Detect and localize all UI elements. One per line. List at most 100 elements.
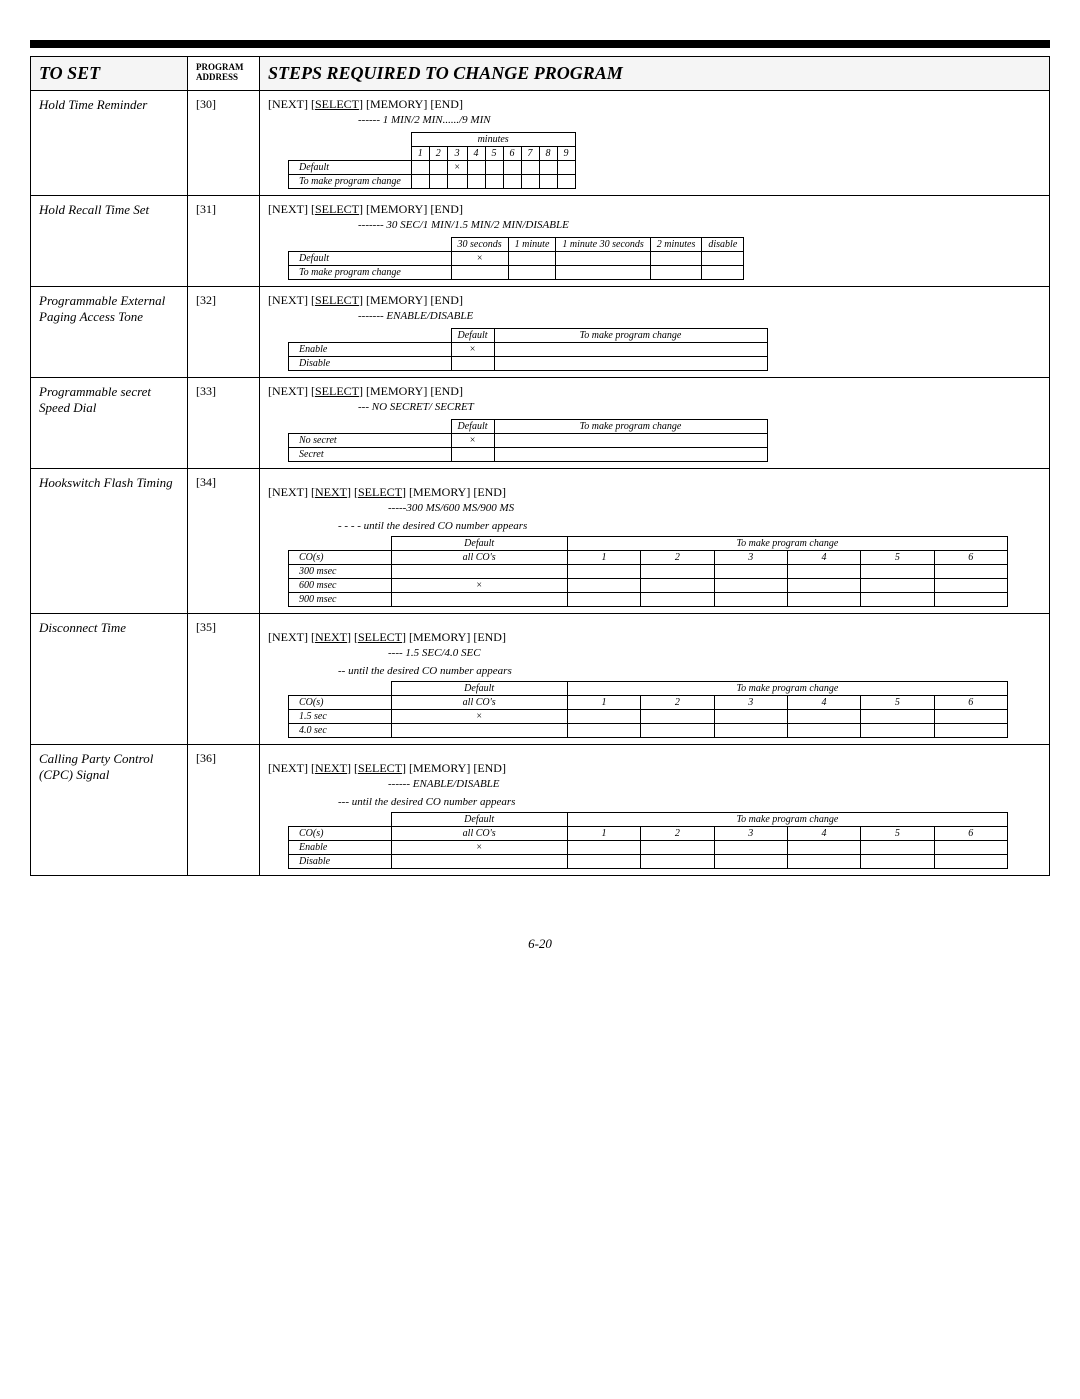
feature-36: Calling Party Control (CPC) Signal — [31, 745, 188, 876]
opts-30: ------ 1 MIN/2 MIN....../9 MIN — [358, 114, 1041, 126]
minutes-label: minutes — [411, 133, 575, 147]
r2-35: 4.0 sec — [289, 724, 392, 738]
n2-36: 2 — [641, 827, 714, 841]
chg-32: To make program change — [494, 329, 767, 343]
def-34: Default — [391, 537, 567, 551]
allco-35: all CO's — [391, 696, 567, 710]
n3-36: 3 — [714, 827, 787, 841]
n5-35: 5 — [861, 696, 934, 710]
n5-34: 5 — [861, 551, 934, 565]
inner-31: 30 seconds 1 minute 1 minute 30 seconds … — [288, 237, 744, 280]
opts-31: ------- 30 SEC/1 MIN/1.5 MIN/2 MIN/DISAB… — [358, 219, 1041, 231]
x-30: × — [447, 161, 467, 175]
keys-35: [NEXT] [NEXT] [SELECT] [MEMORY] [END] — [268, 630, 1041, 645]
def-35: Default — [391, 682, 567, 696]
inner-30: minutes 1 2 3 4 5 6 7 8 9 Default × To m… — [288, 132, 576, 189]
feature-31: Hold Recall Time Set — [31, 196, 188, 287]
inner-36: Default To make program change CO(s) all… — [288, 812, 1008, 869]
allco-34: all CO's — [391, 551, 567, 565]
feature-30: Hold Time Reminder — [31, 91, 188, 196]
change-31: To make program change — [289, 266, 452, 280]
r2-36: Disable — [289, 855, 392, 869]
def-32: Default — [451, 329, 494, 343]
r1-36: Enable — [289, 841, 392, 855]
addr-31: [31] — [188, 196, 260, 287]
keys-32: [NEXT] [SELECT] [MEMORY] [END] — [268, 293, 1041, 308]
addr-34: [34] — [188, 469, 260, 614]
secret-33: Secret — [289, 448, 452, 462]
n1-34: 1 — [567, 551, 640, 565]
row-33: Programmable secret Speed Dial [33] [NEX… — [31, 378, 1050, 469]
feature-32: Programmable External Paging Access Tone — [31, 287, 188, 378]
feature-34: Hookswitch Flash Timing — [31, 469, 188, 614]
inner-35: Default To make program change CO(s) all… — [288, 681, 1008, 738]
c5: 5 — [485, 147, 503, 161]
feature-33: Programmable secret Speed Dial — [31, 378, 188, 469]
feature-35: Disconnect Time — [31, 614, 188, 745]
disable-32: Disable — [289, 357, 452, 371]
x-34: × — [391, 579, 567, 593]
c3-31: 1 minute 30 seconds — [556, 238, 650, 252]
def-36: Default — [391, 813, 567, 827]
default-30: Default — [289, 161, 412, 175]
chg-36: To make program change — [567, 813, 1007, 827]
enable-32: Enable — [289, 343, 452, 357]
c9: 9 — [557, 147, 575, 161]
opts-33: --- NO SECRET/ SECRET — [358, 401, 1041, 413]
n6-36: 6 — [934, 827, 1007, 841]
r2-34: 600 msec — [289, 579, 392, 593]
c7: 7 — [521, 147, 539, 161]
steps-32: [NEXT] [SELECT] [MEMORY] [END] ------- E… — [260, 287, 1050, 378]
cos-34: CO(s) — [289, 551, 392, 565]
row-36: Calling Party Control (CPC) Signal [36] … — [31, 745, 1050, 876]
inner-34: Default To make program change CO(s) all… — [288, 536, 1008, 607]
c8: 8 — [539, 147, 557, 161]
def-33: Default — [451, 420, 494, 434]
cos-36: CO(s) — [289, 827, 392, 841]
inner-33: Default To make program change No secret… — [288, 419, 768, 462]
header-addr: PROGRAM ADDRESS — [188, 57, 260, 91]
keys-30: [NEXT] [SELECT] [MEMORY] [END] — [268, 97, 1041, 112]
addr-35: [35] — [188, 614, 260, 745]
header-toset: TO SET — [31, 57, 188, 91]
keys-33: [NEXT] [SELECT] [MEMORY] [END] — [268, 384, 1041, 399]
c5-31: disable — [702, 238, 744, 252]
row-32: Programmable External Paging Access Tone… — [31, 287, 1050, 378]
n4-35: 4 — [787, 696, 860, 710]
n6-35: 6 — [934, 696, 1007, 710]
n4-36: 4 — [787, 827, 860, 841]
n3-35: 3 — [714, 696, 787, 710]
c6: 6 — [503, 147, 521, 161]
c4-31: 2 minutes — [650, 238, 702, 252]
opts1-36: ------ ENABLE/DISABLE — [388, 778, 1041, 790]
x-31: × — [451, 252, 508, 266]
steps-33: [NEXT] [SELECT] [MEMORY] [END] --- NO SE… — [260, 378, 1050, 469]
r3-34: 900 msec — [289, 593, 392, 607]
n2-34: 2 — [641, 551, 714, 565]
chg-34: To make program change — [567, 537, 1007, 551]
change-30: To make program change — [289, 175, 412, 189]
c4: 4 — [467, 147, 485, 161]
n4-34: 4 — [787, 551, 860, 565]
row-30: Hold Time Reminder [30] [NEXT] [SELECT] … — [31, 91, 1050, 196]
inner-32: Default To make program change Enable × … — [288, 328, 768, 371]
n5-36: 5 — [861, 827, 934, 841]
n1-36: 1 — [567, 827, 640, 841]
opts2-34: - - - - until the desired CO number appe… — [338, 520, 1041, 532]
opts1-34: -----300 MS/600 MS/900 MS — [388, 502, 1041, 514]
c3: 3 — [447, 147, 467, 161]
steps-35: [NEXT] [NEXT] [SELECT] [MEMORY] [END] --… — [260, 614, 1050, 745]
cos-35: CO(s) — [289, 696, 392, 710]
keys-36: [NEXT] [NEXT] [SELECT] [MEMORY] [END] — [268, 761, 1041, 776]
steps-36: [NEXT] [NEXT] [SELECT] [MEMORY] [END] --… — [260, 745, 1050, 876]
x-32: × — [451, 343, 494, 357]
x-33: × — [451, 434, 494, 448]
header-steps: STEPS REQUIRED TO CHANGE PROGRAM — [260, 57, 1050, 91]
c1: 1 — [411, 147, 429, 161]
c2: 2 — [429, 147, 447, 161]
steps-31: [NEXT] [SELECT] [MEMORY] [END] ------- 3… — [260, 196, 1050, 287]
c2-31: 1 minute — [508, 238, 556, 252]
nosecret-33: No secret — [289, 434, 452, 448]
addr-33: [33] — [188, 378, 260, 469]
default-31: Default — [289, 252, 452, 266]
